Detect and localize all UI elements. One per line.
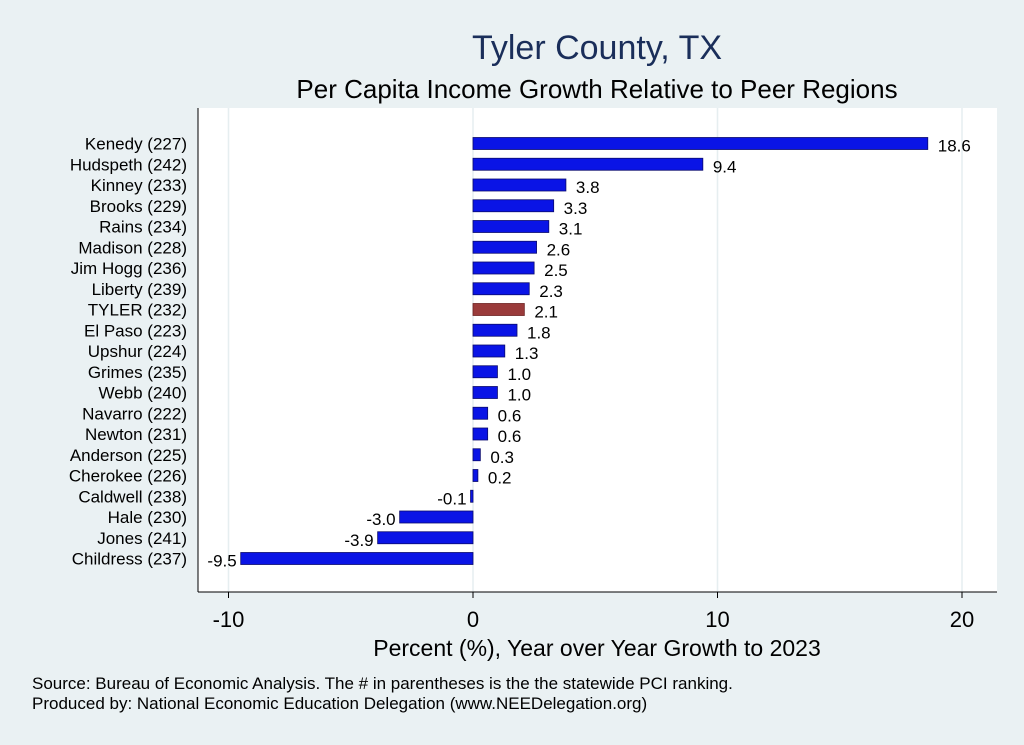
- bar: [472, 137, 929, 150]
- x-axis-label: Percent (%), Year over Year Growth to 20…: [373, 635, 821, 661]
- category-label: Anderson (225): [70, 446, 187, 465]
- value-label: 0.6: [498, 427, 522, 446]
- bar: [472, 469, 479, 482]
- value-label: -0.1: [437, 489, 466, 508]
- value-label: 1.0: [507, 365, 531, 384]
- bar: [472, 365, 498, 379]
- x-tick-label: 0: [467, 607, 479, 632]
- category-label: Rains (234): [99, 218, 187, 237]
- value-label: 3.3: [564, 199, 588, 218]
- x-tick-label: -10: [213, 607, 245, 632]
- bar: [472, 220, 550, 233]
- bar: [472, 344, 506, 358]
- value-label: -3.9: [344, 531, 373, 550]
- value-label: 3.1: [559, 220, 583, 239]
- category-label: Kenedy (227): [85, 135, 187, 154]
- category-label: Webb (240): [98, 384, 187, 403]
- category-label: Kinney (233): [91, 176, 187, 195]
- x-tick-label: 20: [950, 607, 974, 632]
- x-tick-label: 10: [705, 607, 729, 632]
- produced-note: Produced by: National Economic Education…: [32, 694, 647, 713]
- category-label: Jim Hogg (236): [71, 259, 187, 278]
- category-label: Navarro (222): [82, 404, 187, 423]
- value-label: 2.1: [534, 303, 558, 322]
- category-label: Childress (237): [72, 550, 187, 569]
- bar: [472, 282, 530, 296]
- bar: [472, 427, 489, 441]
- category-label: Grimes (235): [88, 363, 187, 382]
- value-label: 18.6: [938, 137, 971, 156]
- bar: [240, 552, 474, 565]
- bar: [377, 531, 474, 545]
- bar: [472, 323, 518, 337]
- bar: [472, 178, 567, 192]
- bar: [472, 261, 535, 275]
- bar: [472, 386, 498, 399]
- value-labels: 18.6 9.4 3.8 3.3 3.12.6 2.5 2.3 2.11.8 1.3 1.0 1.0…: [207, 137, 970, 571]
- category-label: Brooks (229): [90, 197, 187, 216]
- value-label: 1.8: [527, 323, 551, 342]
- value-label: 1.0: [507, 386, 531, 405]
- category-label: El Paso (223): [84, 321, 187, 340]
- bar: [399, 510, 474, 524]
- bars: [240, 137, 929, 565]
- value-label: 0.3: [490, 448, 514, 467]
- category-label: Caldwell (238): [78, 487, 187, 506]
- category-labels: Kenedy (227)Hudspeth (242) Kinney (233) Br…: [69, 135, 187, 569]
- category-label: Madison (228): [78, 238, 187, 257]
- value-label: -9.5: [207, 552, 236, 571]
- value-label: 3.8: [576, 178, 600, 197]
- source-note: Source: Bureau of Economic Analysis. The…: [32, 674, 733, 693]
- bar: [472, 240, 537, 254]
- bar: [472, 199, 555, 213]
- bar: [472, 406, 489, 420]
- chart-title: Tyler County, TX: [472, 29, 722, 67]
- bar: [472, 157, 704, 171]
- category-label: Hale (230): [108, 508, 187, 527]
- category-label: TYLER (232): [88, 301, 187, 320]
- value-label: 0.6: [498, 406, 522, 425]
- value-label: 2.6: [547, 240, 571, 259]
- bar-highlight: [472, 303, 525, 316]
- category-label: Upshur (224): [88, 342, 187, 361]
- value-label: 0.2: [488, 469, 512, 488]
- category-label: Liberty (239): [92, 280, 187, 299]
- category-label: Jones (241): [97, 529, 187, 548]
- bar: [470, 489, 474, 503]
- category-label: Newton (231): [85, 425, 187, 444]
- category-label: Hudspeth (242): [70, 155, 187, 174]
- category-label: Cherokee (226): [69, 467, 187, 486]
- bar: [472, 448, 481, 462]
- value-label: 1.3: [515, 344, 539, 363]
- value-label: 9.4: [713, 157, 737, 176]
- chart-subtitle: Per Capita Income Growth Relative to Pee…: [296, 74, 897, 104]
- x-ticks: -10 0 10 20: [213, 592, 974, 632]
- plot-area: [198, 108, 997, 592]
- value-label: -3.0: [366, 510, 395, 529]
- value-label: 2.5: [544, 261, 568, 280]
- value-label: 2.3: [539, 282, 563, 301]
